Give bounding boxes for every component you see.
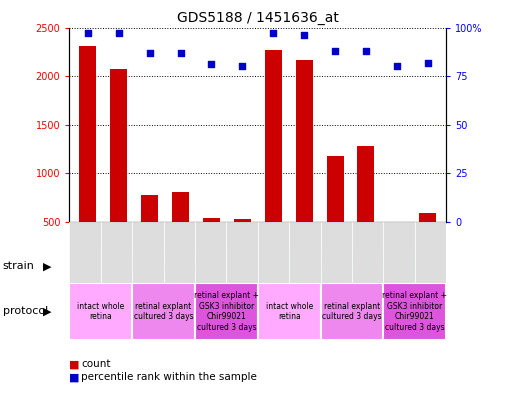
Point [424,59,432,66]
Bar [383,222,415,283]
Point [300,32,308,39]
Text: retinal explant +
GSK3 inhibitor
Chir99021
cultured 3 days: retinal explant + GSK3 inhibitor Chir990… [194,291,259,332]
Title: GDS5188 / 1451636_at: GDS5188 / 1451636_at [177,11,339,25]
Text: retinal explant
cultured 3 days: retinal explant cultured 3 days [134,302,193,321]
Bar [352,222,383,283]
Bar [80,46,96,271]
Text: intact whole
retina: intact whole retina [77,302,124,321]
Bar [415,222,446,283]
Bar [172,192,189,271]
Point [238,63,246,70]
Point [146,50,154,56]
Text: ▶: ▶ [44,261,52,271]
Point [114,30,123,37]
Text: strain: strain [3,261,34,271]
Bar [358,146,374,271]
Bar [265,50,282,271]
Bar [195,283,258,340]
Bar [388,223,405,271]
Bar [226,222,258,283]
Bar [258,222,289,283]
Bar [69,222,101,283]
Text: 129X1/SvJJmsSlc: 129X1/SvJJmsSlc [117,261,210,271]
Bar [295,60,312,271]
Text: count: count [81,359,111,369]
Point [331,48,339,54]
Bar [258,283,321,340]
Text: intact whole
retina: intact whole retina [266,302,313,321]
Bar [321,222,352,283]
Bar [327,156,344,271]
Text: percentile rank within the sample: percentile rank within the sample [81,372,257,382]
Text: ■: ■ [69,359,80,369]
Bar [234,219,251,271]
Bar [141,195,158,271]
Bar [195,222,226,283]
Point [84,30,92,37]
Text: ■: ■ [69,372,80,382]
Bar [101,222,132,283]
Bar [321,283,383,340]
Text: C57BL/6NCrSlc: C57BL/6NCrSlc [310,261,394,271]
Text: retinal explant
cultured 3 days: retinal explant cultured 3 days [322,302,382,321]
Text: retinal explant +
GSK3 inhibitor
Chir99021
cultured 3 days: retinal explant + GSK3 inhibitor Chir990… [382,291,447,332]
Point [362,48,370,54]
Point [269,30,278,37]
Bar [419,213,436,271]
Point [207,61,215,68]
Bar [289,222,321,283]
Point [176,50,185,56]
Point [393,63,401,70]
Bar [383,283,446,340]
Bar [110,69,127,271]
Bar [203,218,220,271]
Text: ▶: ▶ [44,307,52,316]
Bar [69,283,132,340]
Bar [258,252,446,281]
Bar [164,222,195,283]
Bar [69,252,258,281]
Bar [132,283,195,340]
Bar [132,222,164,283]
Text: protocol: protocol [3,307,48,316]
